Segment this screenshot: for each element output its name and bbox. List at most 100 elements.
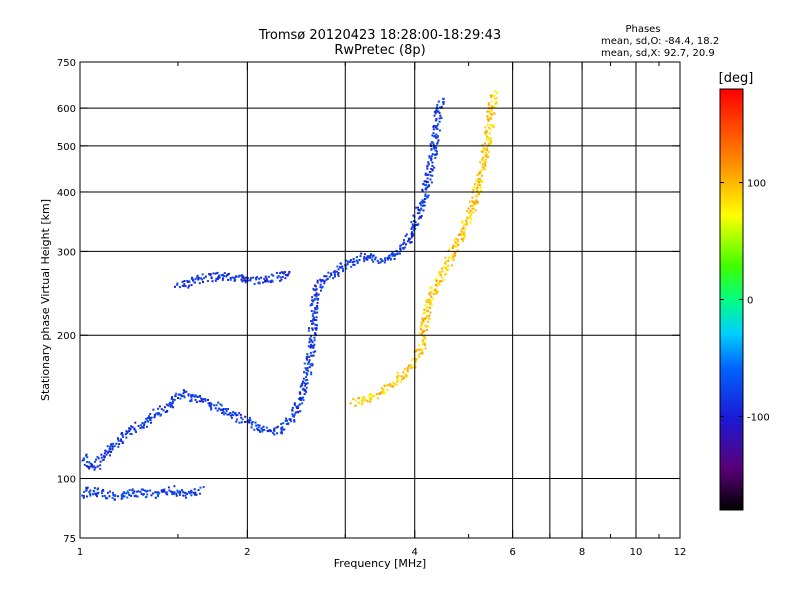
- echo-point: [373, 395, 376, 398]
- echo-point: [425, 184, 428, 186]
- echo-point: [355, 256, 358, 259]
- echo-point: [200, 277, 202, 280]
- echo-point: [157, 491, 160, 494]
- echo-point: [183, 283, 186, 286]
- echo-point: [482, 156, 484, 159]
- echo-point: [158, 405, 161, 408]
- echo-point: [89, 493, 92, 495]
- echo-point: [436, 291, 439, 294]
- echo-point: [215, 277, 218, 280]
- echo-point: [311, 328, 314, 331]
- echo-point: [352, 263, 355, 266]
- echo-point: [426, 177, 429, 180]
- echo-point: [427, 181, 430, 184]
- echo-point: [111, 445, 114, 448]
- echo-point: [126, 496, 129, 499]
- echo-point: [422, 339, 425, 341]
- echo-point: [402, 243, 405, 245]
- echo-point: [298, 398, 301, 400]
- echo-point: [439, 114, 442, 117]
- colorbar-tick-label: 0: [747, 296, 753, 307]
- echo-point: [113, 445, 116, 448]
- echo-point: [140, 492, 143, 495]
- echo-point: [337, 275, 340, 277]
- echo-point: [461, 220, 463, 223]
- echo-point: [109, 490, 111, 493]
- echo-point: [218, 274, 221, 277]
- echo-point: [495, 102, 498, 105]
- echo-point: [422, 183, 425, 186]
- echo-point: [244, 277, 247, 280]
- echo-point: [87, 466, 90, 469]
- echo-point: [169, 404, 172, 407]
- echo-point: [192, 491, 195, 494]
- echo-point: [303, 389, 306, 392]
- echo-point: [195, 401, 198, 404]
- echo-point: [310, 320, 312, 323]
- echo-point: [486, 148, 489, 151]
- echo-point: [280, 429, 283, 432]
- echo-point: [305, 382, 307, 385]
- echo-point: [130, 433, 133, 436]
- echo-point: [427, 317, 430, 320]
- echo-point: [186, 280, 189, 283]
- echo-point: [91, 493, 94, 496]
- echo-point: [166, 410, 169, 413]
- echo-point: [330, 272, 333, 275]
- echo-point: [227, 278, 229, 281]
- echo-point: [190, 394, 193, 397]
- echo-point: [430, 290, 433, 293]
- echo-point: [427, 163, 430, 166]
- echo-point: [390, 253, 393, 256]
- echo-point: [395, 383, 398, 386]
- echo-point: [484, 151, 487, 154]
- echo-point: [435, 110, 438, 113]
- echo-point: [493, 97, 496, 100]
- echo-point: [297, 411, 300, 414]
- echo-point: [491, 105, 494, 108]
- echo-point: [479, 161, 482, 164]
- echo-point: [221, 408, 224, 411]
- echo-point: [424, 317, 426, 320]
- echo-point: [247, 279, 249, 282]
- echo-point: [421, 202, 424, 205]
- echo-point: [250, 277, 252, 280]
- echo-point: [487, 156, 489, 159]
- echo-point: [429, 306, 432, 309]
- echo-point: [493, 112, 496, 114]
- echo-point: [149, 413, 152, 415]
- echo-point: [452, 258, 455, 261]
- echo-point: [161, 490, 164, 493]
- echo-point: [306, 382, 309, 385]
- echo-point: [285, 417, 288, 420]
- echo-point: [471, 204, 473, 207]
- echo-point: [201, 398, 204, 401]
- echo-point: [396, 377, 399, 380]
- echo-point: [246, 277, 249, 279]
- echo-point: [488, 132, 491, 135]
- echo-point: [364, 398, 367, 401]
- echo-point: [315, 328, 318, 331]
- echo-point: [494, 102, 497, 105]
- echo-point: [218, 276, 221, 279]
- echo-point: [416, 212, 419, 215]
- echo-point: [160, 413, 163, 416]
- echo-point: [313, 316, 316, 319]
- echo-point: [111, 496, 114, 499]
- echo-point: [387, 258, 389, 261]
- echo-point: [412, 214, 415, 217]
- echo-point: [460, 230, 463, 233]
- echo-point: [277, 275, 280, 278]
- echo-point: [434, 125, 437, 128]
- echo-point: [314, 332, 317, 334]
- echo-point: [432, 128, 435, 131]
- echo-point: [332, 271, 335, 274]
- echo-point: [368, 397, 371, 400]
- echo-point: [399, 247, 402, 250]
- echo-point: [258, 277, 261, 280]
- echo-point: [468, 200, 471, 203]
- echo-point: [425, 298, 428, 301]
- echo-point: [304, 379, 307, 382]
- echo-point: [204, 275, 207, 278]
- echo-point: [145, 417, 148, 420]
